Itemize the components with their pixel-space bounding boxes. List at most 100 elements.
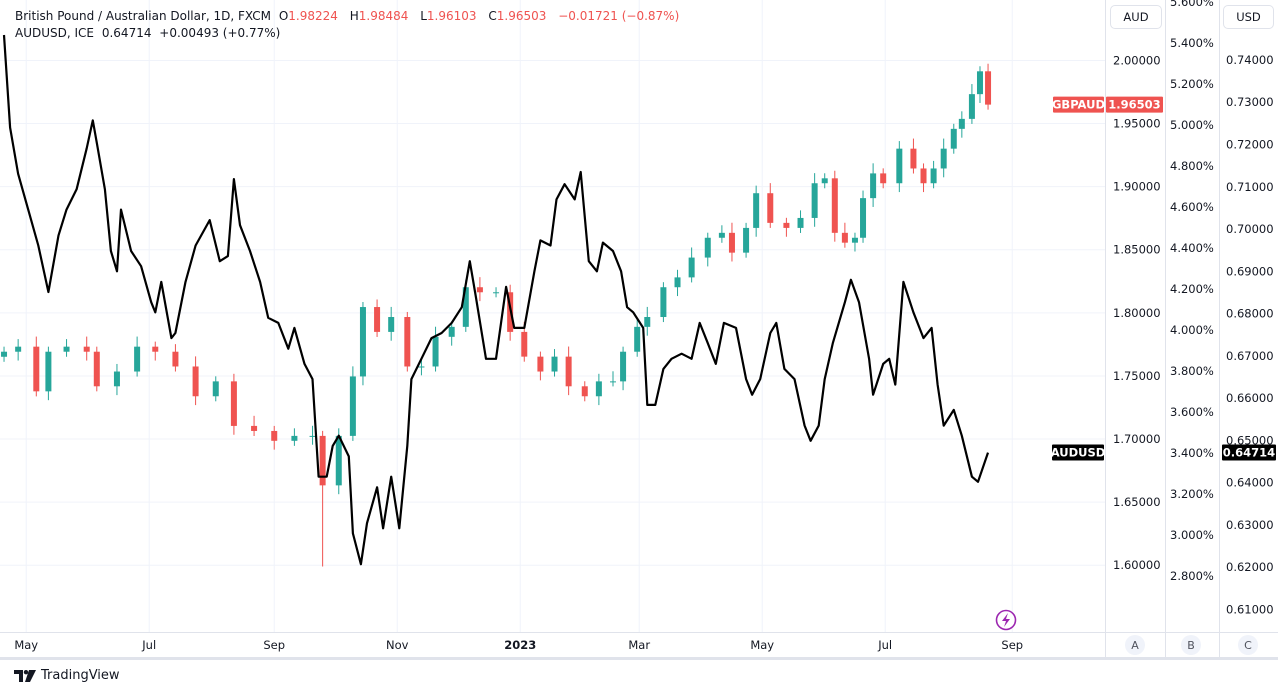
time-axis-tick: 2023: [504, 638, 536, 652]
candle-body: [83, 346, 90, 352]
time-axis[interactable]: May Jul Sep Nov 2023 Mar May Jul Sep: [14, 638, 1023, 652]
candle: [251, 415, 258, 437]
candle: [152, 341, 159, 361]
candle-body: [811, 183, 818, 218]
usd-axis-tick: 0.63000: [1226, 518, 1274, 532]
candle-body: [388, 317, 395, 332]
price-chart[interactable]: 1.60000 1.65000 1.70000 1.75000 1.80000 1.850…: [0, 0, 1278, 660]
candle-body: [581, 386, 588, 397]
gbpaud-last-price-bg: [1106, 96, 1163, 113]
candle: [388, 306, 395, 341]
gbpaud-series-tag-bg: [1053, 96, 1104, 113]
candle-body: [950, 128, 957, 149]
candle: [359, 301, 366, 386]
candle: [335, 428, 342, 495]
candle-body: [462, 287, 469, 327]
candle-body: [841, 232, 848, 243]
candle-body: [271, 430, 278, 441]
percent-axis-tick: 3.600%: [1170, 405, 1214, 419]
percent-axis-tick: 4.600%: [1170, 200, 1214, 214]
candle: [644, 306, 651, 336]
time-axis-tick: Mar: [628, 638, 650, 652]
candle-body: [896, 148, 903, 184]
usd-unit-button[interactable]: USD: [1223, 5, 1274, 29]
tradingview-footer[interactable]: TradingView: [14, 668, 120, 683]
percent-axis-tick: 4.000%: [1170, 323, 1214, 337]
candle: [910, 138, 917, 174]
aud-axis-tick: 1.75000: [1113, 369, 1161, 383]
ohlc-open: O1.98224: [278, 9, 338, 23]
audusd-series-tag: AUDUSD: [1051, 444, 1105, 461]
candle: [432, 326, 439, 372]
candle: [493, 287, 500, 298]
aud-axis-tick: 1.80000: [1113, 306, 1161, 320]
candle-body: [15, 346, 22, 352]
scale-button-c[interactable]: C: [1238, 635, 1258, 655]
candle: [841, 222, 848, 248]
percent-axis-tick: 3.200%: [1170, 487, 1214, 501]
aud-axis-tick: 1.65000: [1113, 495, 1161, 509]
usd-axis-tick: 0.61000: [1226, 602, 1274, 616]
aud-axis-tick: 1.95000: [1113, 117, 1161, 131]
candle: [985, 63, 992, 110]
candle-body: [432, 336, 439, 367]
candle: [192, 356, 199, 406]
percent-axis-tick: 4.400%: [1170, 241, 1214, 255]
aud-unit-button[interactable]: AUD: [1110, 5, 1162, 29]
candle: [212, 376, 219, 402]
candle: [620, 346, 627, 391]
usd-axis-tick: 0.74000: [1226, 53, 1274, 67]
usd-axis-tick: 0.65000: [1226, 433, 1274, 447]
usd-axis-tick: 0.66000: [1226, 391, 1274, 405]
candle: [880, 168, 887, 189]
compare-series-legend[interactable]: AUDUSD, ICE 0.64714 +0.00493 (+0.77%): [15, 25, 683, 42]
candle-body: [359, 307, 366, 377]
last-price-tags: GBPAUD 1.96503 AUDUSD 0.64714: [1051, 96, 1276, 461]
time-axis-tick: May: [14, 638, 38, 652]
candle-body: [476, 287, 483, 293]
candle-body: [493, 292, 500, 294]
usd-axis-tick: 0.62000: [1226, 560, 1274, 574]
candle-body: [920, 168, 927, 184]
candle-body: [660, 287, 667, 318]
candle-body: [910, 148, 917, 169]
scale-button-b[interactable]: B: [1181, 635, 1201, 655]
scale-button-a[interactable]: A: [1125, 635, 1145, 655]
candle-body: [688, 257, 695, 278]
gbpaud-series-tag-text: GBPAUD: [1052, 98, 1105, 112]
candle: [15, 339, 22, 361]
candle-body: [718, 232, 725, 238]
aud-axis-tick: 1.70000: [1113, 432, 1161, 446]
candle: [565, 346, 572, 396]
candle: [860, 190, 867, 243]
candle: [93, 346, 100, 392]
candle: [831, 170, 838, 242]
candle: [851, 232, 858, 252]
candle-body: [565, 356, 572, 387]
chart-legend: British Pound / Australian Dollar, 1D, F…: [15, 8, 683, 42]
candle: [753, 185, 760, 237]
candle: [172, 344, 179, 372]
candle: [1, 346, 8, 362]
candle-body: [783, 222, 790, 228]
candle-body: [212, 381, 219, 397]
candle: [704, 232, 711, 267]
candle-body: [63, 346, 70, 352]
time-axis-tick: May: [750, 638, 774, 652]
candle-body: [860, 198, 867, 238]
aud-axis-tick: 1.90000: [1113, 180, 1161, 194]
candle-body: [728, 232, 735, 253]
alert-lightning-icon[interactable]: [995, 609, 1017, 631]
candle-body: [1, 351, 8, 357]
candle-body: [674, 277, 681, 288]
candle-body: [968, 94, 975, 119]
grid-lines: [0, 0, 1105, 632]
candle-body: [797, 217, 804, 228]
candle-body: [45, 351, 52, 392]
price-axes[interactable]: 1.60000 1.65000 1.70000 1.75000 1.80000 1.850…: [0, 0, 1278, 660]
candle-body: [595, 381, 602, 397]
candle: [609, 371, 616, 387]
main-series-legend[interactable]: British Pound / Australian Dollar, 1D, F…: [15, 8, 683, 25]
time-axis-tick: Jul: [141, 638, 156, 652]
audusd-last-price-bg: [1222, 444, 1276, 461]
